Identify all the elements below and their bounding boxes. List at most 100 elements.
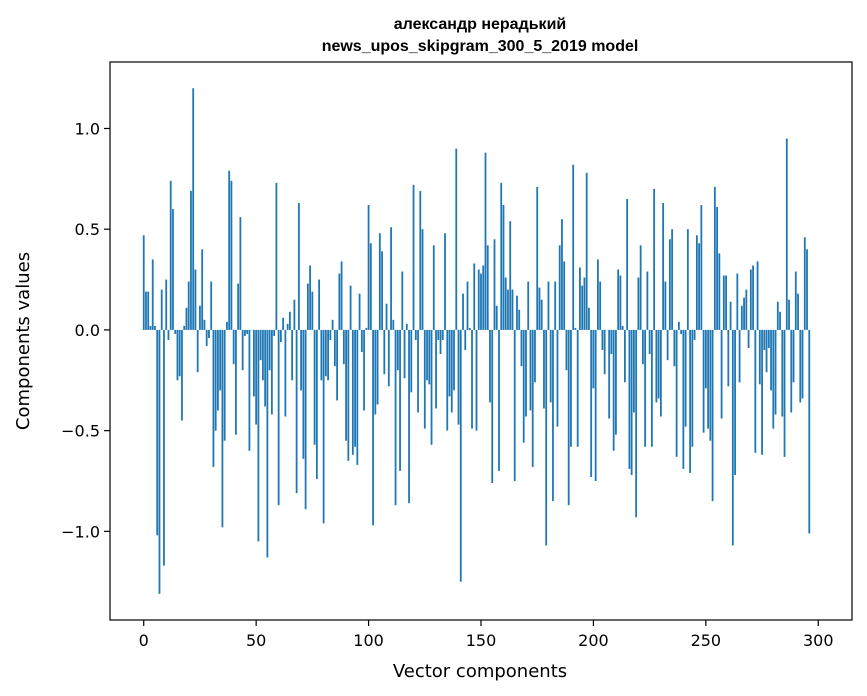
chart-title-line-1: александр нерадький — [394, 16, 566, 33]
bar-281 — [774, 329, 777, 415]
bar-88 — [340, 261, 343, 330]
bar-225 — [648, 329, 651, 355]
bar-13 — [172, 209, 174, 330]
bar-113 — [396, 329, 399, 371]
bar-245 — [693, 329, 696, 340]
bar-80 — [322, 329, 325, 524]
bar-153 — [486, 245, 489, 330]
bar-77 — [315, 329, 318, 479]
bar-292 — [799, 329, 802, 403]
bar-140 — [457, 329, 460, 425]
bar-61 — [279, 329, 282, 343]
bar-286 — [785, 138, 788, 330]
bar-191 — [572, 164, 575, 330]
bar-134 — [444, 233, 446, 330]
bar-20 — [187, 281, 190, 330]
bar-91 — [347, 329, 350, 461]
bar-107 — [383, 329, 386, 375]
bar-111 — [392, 319, 395, 330]
bar-198 — [588, 307, 590, 330]
x-tick-label: 100 — [353, 631, 384, 650]
bar-255 — [716, 207, 718, 330]
bar-258 — [722, 275, 725, 330]
bar-282 — [776, 301, 779, 330]
bar-183 — [554, 281, 557, 330]
bar-273 — [756, 261, 759, 330]
bar-131 — [437, 329, 440, 340]
y-tick-label: 0.5 — [75, 220, 100, 239]
bar-208 — [610, 329, 613, 355]
bar-106 — [381, 251, 383, 330]
bar-237 — [675, 329, 678, 457]
bar-280 — [772, 329, 775, 429]
bar-227 — [653, 188, 656, 330]
bar-209 — [612, 329, 615, 451]
y-axis-ticks: −1.0 −0.5 0.0 0.5 1.0 — [61, 119, 110, 541]
bar-184 — [556, 329, 559, 427]
bar-166 — [516, 295, 518, 330]
bar-79 — [320, 329, 323, 381]
bar-78 — [318, 279, 321, 330]
bar-177 — [540, 299, 543, 330]
bar-94 — [354, 329, 356, 447]
bar-250 — [704, 329, 707, 389]
bar-171 — [527, 281, 530, 330]
bar-133 — [441, 329, 444, 340]
bar-122 — [417, 329, 419, 413]
bar-212 — [619, 275, 622, 330]
bar-1 — [145, 291, 147, 330]
bar-126 — [426, 329, 428, 381]
bar-252 — [709, 329, 712, 441]
bar-125 — [423, 329, 426, 429]
bar-224 — [646, 271, 649, 330]
bar-181 — [549, 329, 552, 403]
bar-231 — [662, 203, 665, 330]
bar-278 — [767, 329, 770, 349]
bar-10 — [165, 279, 168, 330]
bar-220 — [637, 277, 640, 330]
bar-219 — [635, 329, 638, 518]
bar-139 — [455, 148, 458, 330]
bar-173 — [531, 329, 534, 467]
bar-123 — [419, 190, 422, 330]
bar-159 — [500, 182, 503, 330]
y-tick-label: 1.0 — [75, 119, 100, 138]
bar-296 — [808, 329, 811, 534]
bar-204 — [601, 329, 604, 351]
bar-124 — [421, 229, 424, 330]
bar-293 — [801, 329, 804, 399]
bar-160 — [502, 205, 505, 330]
bar-43 — [239, 217, 242, 330]
bar-144 — [466, 281, 469, 330]
bar-32 — [214, 329, 217, 431]
bar-92 — [349, 285, 352, 330]
bar-101 — [369, 243, 372, 330]
bar-216 — [628, 329, 631, 469]
bar-176 — [538, 287, 541, 330]
bar-214 — [624, 329, 626, 383]
bar-161 — [504, 277, 507, 330]
bar-174 — [534, 329, 536, 383]
x-axis-label: Vector components — [393, 661, 567, 682]
bar-211 — [617, 269, 620, 330]
bar-3 — [149, 325, 152, 330]
bar-194 — [579, 267, 581, 330]
bar-46 — [246, 329, 249, 334]
bar-6 — [156, 329, 159, 536]
bar-49 — [253, 329, 255, 397]
bar-236 — [673, 329, 676, 367]
bar-277 — [765, 329, 768, 373]
bar-54 — [264, 329, 267, 407]
bar-55 — [266, 329, 269, 558]
bar-142 — [462, 293, 464, 330]
bar-130 — [435, 329, 437, 409]
bar-193 — [576, 329, 579, 447]
bar-121 — [414, 329, 417, 340]
bar-58 — [273, 329, 276, 336]
bar-8 — [160, 289, 163, 330]
bar-192 — [574, 327, 577, 330]
bar-44 — [241, 329, 244, 371]
bar-275 — [761, 329, 763, 455]
bar-149 — [477, 269, 480, 330]
